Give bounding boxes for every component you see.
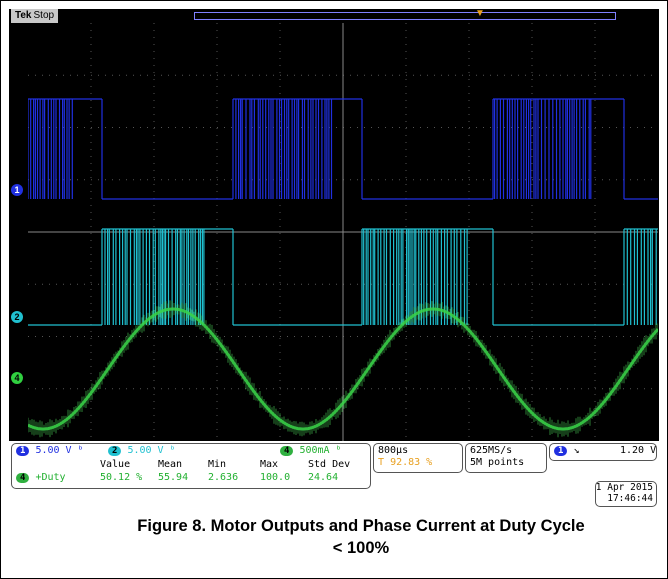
measurement-value: 24.64 [308,472,339,483]
channel-1-scale: 5.00 V [35,445,72,456]
record-length: 5M points [470,457,525,468]
trigger-position-value: 92.83 % [390,457,433,468]
trigger-position-icon: ▼ [475,8,485,19]
trigger-slope-icon: ↘ [573,445,580,456]
measurement-header: Value [100,459,131,470]
time-value: 17:46:44 [607,493,653,504]
caption-line-2: < 100% [332,539,390,557]
channel-2-marker[interactable]: 2 [11,311,23,323]
measurement-value: 55.94 [158,472,189,483]
trigger-box[interactable]: 1 ↘ 1.20 V [549,443,657,461]
measurement-header: Min [208,459,227,470]
measurement-value: 2.636 [208,472,239,483]
channel-4-trace [28,307,658,431]
waveform-display [28,23,658,441]
caption-line-1: Figure 8. Motor Outputs and Phase Curren… [137,517,585,535]
datetime-box: 1 Apr 2015 17:46:44 [595,481,657,507]
timebase-box[interactable]: 800µs T 92.83 % [373,443,463,473]
channel-2-badge[interactable]: 2 [108,446,122,456]
channel-4-ripple [28,300,658,438]
channel-1-marker[interactable]: 1 [11,184,23,196]
channel-1-badge[interactable]: 1 [16,446,30,456]
trigger-position-icon: T [378,457,385,468]
measurement-value: 50.12 % [100,472,143,483]
waveforms [28,98,658,438]
bandwidth-icon: ᵇ [77,445,84,456]
channel-4-badge[interactable]: 4 [280,446,294,456]
channel-4-scale: 500mA [299,445,330,456]
channel-2-scale: 5.00 V [127,445,164,456]
measurement-channel-badge: 4 [16,473,30,483]
measurement-value: 100.0 [260,472,291,483]
timebase-value: 800µs [378,445,409,456]
figure-caption: Figure 8. Motor Outputs and Phase Curren… [81,515,641,559]
status-badge: Tek Stop [11,9,59,23]
acquisition-box[interactable]: 625MS/s 5M points [465,443,547,473]
status-panel: 1 5.00 V ᵇ 2 5.00 V ᵇ 4 500mA ᵇ Value Mea… [9,441,659,509]
measurement-header: Max [260,459,279,470]
sample-rate: 625MS/s [470,445,513,456]
bandwidth-icon: ᵇ [169,445,176,456]
channel-1-trace [28,98,658,200]
trigger-source-badge: 1 [554,446,568,456]
scope-top-bar: Tek Stop ▼ [9,9,659,23]
measurement-header: Std Dev [308,459,351,470]
channel-4-marker[interactable]: 4 [11,372,23,384]
trigger-level: 1.20 V [620,445,657,456]
bandwidth-icon: ᵇ [335,445,342,456]
measurement-name: +Duty [35,472,66,483]
channel-2-trace [28,228,658,326]
brand-label: Tek [15,10,32,21]
channel-settings-box[interactable]: 1 5.00 V ᵇ 2 5.00 V ᵇ 4 500mA ᵇ Value Mea… [11,443,371,489]
measurement-header: Mean [158,459,183,470]
record-length-bar[interactable] [194,12,616,20]
acquisition-state: Stop [33,10,55,21]
date-value: 1 Apr 2015 [595,482,653,493]
